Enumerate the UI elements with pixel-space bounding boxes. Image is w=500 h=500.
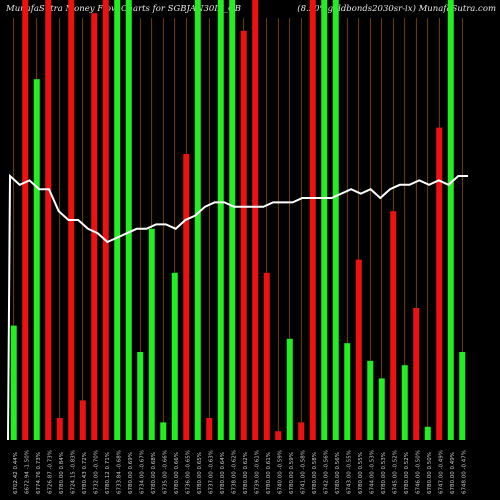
- flow-bar: [390, 211, 397, 440]
- tick-layer: 6702.42 0.44% 6672.94 -1.50% 6774.76 0.73%…: [13, 450, 468, 494]
- bar-layer: [10, 0, 466, 441]
- flow-bar: [114, 0, 121, 440]
- x-tick-label: 6780.00 0.64%: [220, 452, 226, 494]
- x-tick-label: 6748.00 -0.47%: [461, 450, 467, 494]
- flow-bar: [332, 0, 339, 440]
- x-tick-label: 6724.15 -0.83%: [70, 450, 76, 494]
- flow-bar: [355, 259, 362, 440]
- flow-bar: [378, 378, 385, 440]
- flow-bar: [102, 0, 109, 440]
- flow-bar: [309, 0, 316, 440]
- x-tick-label: 6780.00 0.65%: [197, 452, 203, 494]
- x-tick-label: 6738.00 -0.62%: [231, 450, 237, 494]
- flow-line: [7, 173, 468, 441]
- x-tick-label: 6736.00 -0.65%: [185, 450, 191, 494]
- x-tick-label: 6780.00 0.49%: [450, 452, 456, 494]
- flow-bar: [183, 154, 190, 440]
- flow-bar: [447, 0, 454, 440]
- x-tick-label: 6780.12 0.71%: [105, 452, 111, 494]
- x-tick-label: 6780.00 0.61%: [266, 452, 272, 494]
- x-tick-label: 6732.00 -0.70%: [93, 450, 99, 494]
- flow-bar: [240, 30, 247, 441]
- flow-bar: [91, 13, 98, 440]
- x-tick-label: 6672.94 -1.50%: [24, 450, 30, 494]
- x-tick-label: 6780.00 0.68%: [151, 452, 157, 494]
- flow-bar: [263, 272, 270, 440]
- x-tick-label: 6726.87 -0.73%: [47, 450, 53, 494]
- chart-title-right: (8.50%goldbonds2030sr-ix) MunafaSutra.co…: [297, 4, 496, 14]
- x-tick-label: 6739.00 -0.61%: [254, 450, 260, 494]
- x-tick-label: 6742.00 -0.56%: [323, 450, 329, 494]
- x-tick-label: 6733.84 -0.68%: [116, 450, 122, 494]
- x-tick-label: 6780.00 0.56%: [335, 452, 341, 494]
- flow-bar: [298, 422, 305, 440]
- flow-bar: [401, 365, 408, 440]
- x-tick-label: 6744.00 -0.53%: [369, 450, 375, 494]
- flow-bar: [194, 0, 201, 440]
- x-tick-label: 6780.00 0.53%: [381, 452, 387, 494]
- x-tick-label: 6743.00 -0.55%: [346, 450, 352, 494]
- flow-bar: [79, 400, 86, 440]
- x-tick-label: 6740.00 -0.59%: [277, 450, 283, 494]
- flow-bar: [252, 0, 259, 440]
- flow-bar: [229, 0, 236, 440]
- x-tick-label: 6780.00 0.84%: [59, 452, 65, 494]
- flow-bar: [217, 0, 224, 440]
- flow-bar: [436, 127, 443, 440]
- flow-bar: [344, 343, 351, 440]
- flow-bar: [137, 352, 144, 440]
- flow-bar: [321, 0, 328, 440]
- flow-bar: [275, 431, 282, 440]
- flow-bar: [45, 0, 52, 440]
- flow-bar: [33, 79, 40, 440]
- flow-bar: [125, 0, 132, 440]
- x-tick-label: 6702.42 0.44%: [13, 452, 19, 494]
- flow-bar: [367, 360, 374, 440]
- flow-bar: [424, 426, 431, 440]
- flow-bar: [56, 418, 63, 440]
- chart-title-left: MunafaSutra Money Flow Charts for SGBJAN…: [6, 4, 241, 14]
- flow-bar: [160, 422, 167, 440]
- line-layer: [7, 173, 468, 441]
- x-tick-label: 6741.00 -0.58%: [300, 450, 306, 494]
- x-tick-label: 6780.00 0.58%: [312, 452, 318, 494]
- flow-bar: [286, 338, 293, 440]
- x-tick-label: 6746.00 -0.50%: [415, 450, 421, 494]
- x-tick-label: 6737.00 -0.63%: [208, 450, 214, 494]
- x-tick-label: 6734.00 -0.67%: [139, 450, 145, 494]
- x-tick-label: 6780.00 0.50%: [427, 452, 433, 494]
- flow-bar: [206, 418, 213, 440]
- flow-bar: [10, 325, 17, 440]
- flow-bar: [413, 308, 420, 440]
- flow-bar: [22, 0, 29, 440]
- x-tick-label: 6780.00 0.69%: [128, 452, 134, 494]
- x-tick-label: 6747.00 -0.49%: [438, 450, 444, 494]
- x-tick-label: 6745.00 -0.52%: [392, 450, 398, 494]
- x-tick-label: 6774.76 0.73%: [36, 452, 42, 494]
- x-tick-label: 6780.00 0.52%: [404, 452, 410, 494]
- flow-bar: [148, 228, 155, 440]
- flow-bar: [459, 352, 466, 440]
- x-tick-label: 6780.00 0.59%: [289, 452, 295, 494]
- x-tick-label: 6780.00 0.55%: [358, 452, 364, 494]
- x-tick-label: 6780.00 0.66%: [174, 452, 180, 494]
- x-tick-label: 6735.00 -0.66%: [162, 450, 168, 494]
- x-tick-label: 6780.00 0.62%: [243, 452, 249, 494]
- x-tick-label: 6780.43 0.72%: [82, 452, 88, 494]
- flow-bar: [171, 272, 178, 440]
